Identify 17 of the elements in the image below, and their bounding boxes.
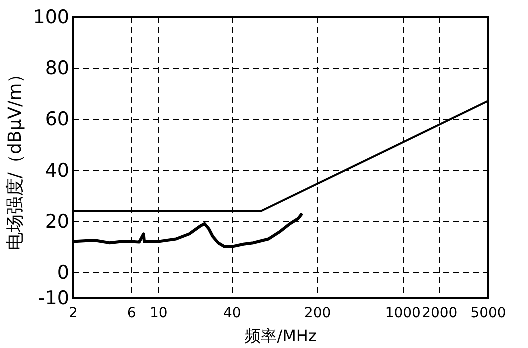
x-tick-label: 200: [304, 306, 332, 322]
y-tick-label: 60: [45, 108, 70, 131]
y-tick-label: 0: [57, 262, 70, 284]
x-tick-label: 1000: [385, 306, 421, 322]
y-tick-label: 40: [45, 160, 70, 182]
y-tick-label: 80: [45, 58, 70, 80]
y-tick-label: 100: [33, 6, 70, 28]
x-tick-label: 40: [223, 306, 242, 322]
x-tick-label: 2: [69, 306, 78, 322]
x-tick-label: 2000: [422, 306, 458, 322]
y-tick-label: -10: [38, 288, 70, 310]
y-axis-title: 电场强度/（dBμV/m）: [5, 65, 26, 251]
x-axis-title: 频率/MHz: [245, 326, 317, 346]
x-tick-label: 6: [127, 306, 136, 322]
x-tick-label: 10: [150, 306, 168, 322]
x-tick-label: 5000: [470, 306, 506, 322]
y-tick-label: 20: [45, 210, 70, 233]
